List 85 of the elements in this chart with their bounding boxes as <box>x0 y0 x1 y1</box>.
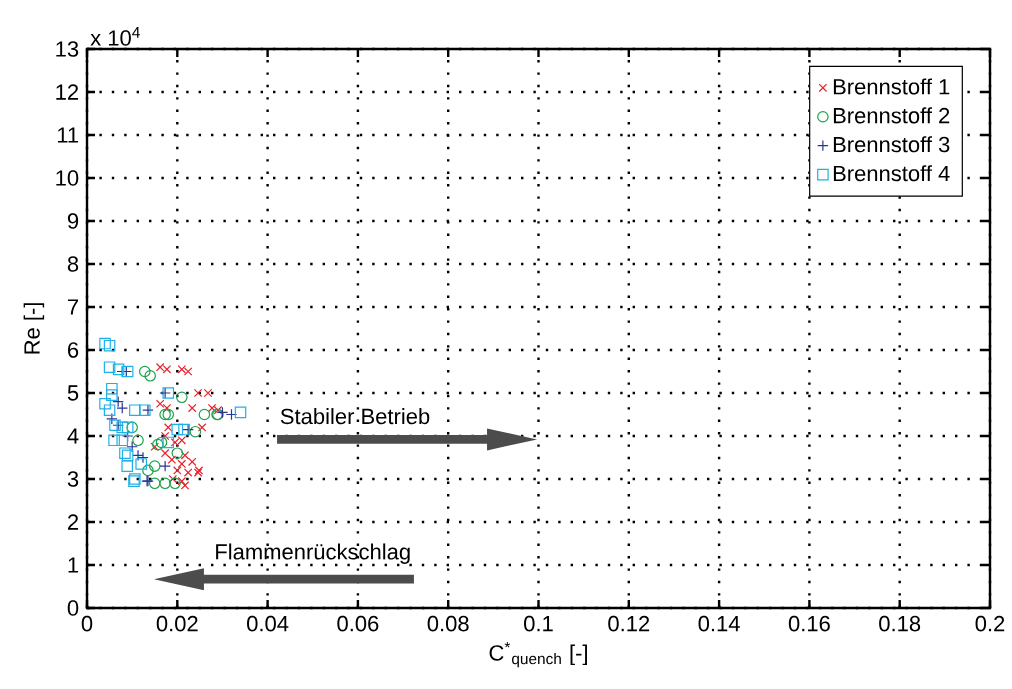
y-axis-title: Re [-] <box>23 303 45 354</box>
point <box>178 423 190 436</box>
y-tick-label: 4 <box>67 428 79 444</box>
y-tick-label: 13 <box>56 41 79 57</box>
y-tick-label: 0 <box>67 600 79 616</box>
point <box>176 391 188 404</box>
point <box>159 477 171 490</box>
legend-label: Brennstoff 3 <box>833 136 950 153</box>
y-tick-label: 9 <box>67 213 79 229</box>
point <box>142 464 154 477</box>
y-tick-label: 12 <box>56 84 79 100</box>
point <box>167 455 177 464</box>
point <box>173 466 182 475</box>
y-tick-label: 2 <box>68 514 79 530</box>
point <box>121 421 134 434</box>
legend-label: Brennstoff 4 <box>833 165 950 182</box>
point <box>155 399 165 409</box>
x-tick-label: 0.12 <box>608 615 650 632</box>
text: x 10$^{4}$ <box>90 27 140 46</box>
y-tick-label: 10 <box>56 170 79 186</box>
point <box>121 460 133 472</box>
point <box>198 408 211 421</box>
point <box>180 451 190 460</box>
point <box>225 408 238 421</box>
point <box>148 460 161 472</box>
x-tick-label: 0.06 <box>337 615 379 632</box>
point <box>103 404 116 416</box>
x-tick-label: 0.14 <box>698 615 740 632</box>
point <box>189 425 202 438</box>
point <box>164 423 173 432</box>
point <box>162 436 175 449</box>
annotation: Flammenrückschlag <box>216 543 410 564</box>
point <box>162 408 175 421</box>
legend-label: Brennstoff 2 <box>833 107 950 124</box>
point <box>132 434 144 447</box>
point <box>99 397 111 410</box>
point <box>162 387 175 399</box>
y-tick-label: 6 <box>68 342 79 358</box>
point <box>103 339 116 352</box>
y-tick-label: 1 <box>68 557 79 573</box>
x-tick-label: 0.2 <box>975 615 1005 632</box>
point <box>103 361 116 373</box>
point <box>116 434 129 447</box>
x-tick-label: 0.08 <box>427 615 469 632</box>
y-tick-label: 5 <box>67 385 79 401</box>
y-tick-label: 11 <box>57 127 79 143</box>
x-tick-label: 0.02 <box>156 615 198 632</box>
point <box>187 403 197 413</box>
point <box>144 369 157 382</box>
x-tick-label: 0 <box>81 615 93 632</box>
point <box>177 459 187 469</box>
point <box>135 458 147 470</box>
y-tick-label: 7 <box>68 299 79 315</box>
x-axis-title: C$^{*}$$_{quench}$ [-] <box>489 641 587 668</box>
annotation: Stabiler Betrieb <box>280 408 430 425</box>
y-tick-label: 8 <box>67 256 79 272</box>
point <box>139 365 151 378</box>
x-tick-label: 0.16 <box>788 615 830 632</box>
point <box>160 448 170 458</box>
point <box>159 460 171 472</box>
point <box>108 434 120 447</box>
x-tick-label: 0.04 <box>247 615 289 632</box>
x-tick-label: 0.1 <box>524 615 553 632</box>
point <box>99 337 111 350</box>
x-tick-label: 0.18 <box>879 615 921 632</box>
point <box>129 404 141 416</box>
point <box>180 481 190 490</box>
point <box>187 457 197 467</box>
point <box>112 363 125 376</box>
point <box>126 421 138 434</box>
legend-label: Brennstoff 1 <box>833 78 950 95</box>
point <box>160 431 170 441</box>
point <box>150 442 160 452</box>
point <box>106 389 118 401</box>
point <box>171 447 184 459</box>
point <box>234 406 247 419</box>
y-tick-label: 3 <box>67 471 79 487</box>
point <box>155 436 168 449</box>
point <box>116 421 129 434</box>
point <box>148 477 161 490</box>
point <box>159 408 171 421</box>
point <box>106 382 118 395</box>
point <box>171 423 184 436</box>
point <box>197 423 207 432</box>
point <box>159 387 171 399</box>
